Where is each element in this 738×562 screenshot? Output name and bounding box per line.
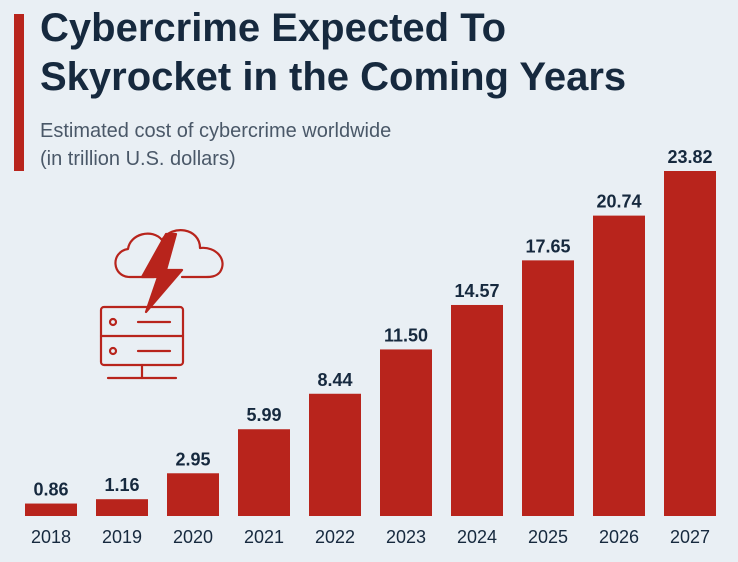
x-tick-label-2020: 2020	[173, 527, 213, 547]
bar-2019	[96, 499, 148, 516]
bar-2018	[25, 503, 77, 516]
bar-2027	[664, 171, 716, 516]
bar-2022	[309, 393, 361, 516]
chart-title-line-2: Skyrocket in the Coming Years	[40, 55, 627, 99]
data-label-2020: 2.95	[175, 449, 210, 469]
x-tick-label-2019: 2019	[102, 527, 142, 547]
bar-2021	[238, 429, 290, 516]
data-label-2027: 23.82	[667, 147, 712, 167]
data-label-2018: 0.86	[33, 480, 68, 500]
bar-2026	[593, 215, 645, 517]
bar-2025	[522, 260, 574, 516]
chart-title: Cybercrime Expected To Skyrocket in the …	[40, 4, 730, 102]
x-tick-label-2023: 2023	[386, 527, 426, 547]
x-tick-label-2021: 2021	[244, 527, 284, 547]
chart-subtitle: Estimated cost of cybercrime worldwide (…	[40, 117, 640, 173]
x-tick-label-2024: 2024	[457, 527, 497, 547]
chart-subtitle-line-1: Estimated cost of cybercrime worldwide	[40, 120, 392, 142]
bar-2023	[380, 349, 432, 516]
x-tick-label-2022: 2022	[315, 527, 355, 547]
bar-2020	[167, 473, 219, 516]
x-tick-label-2018: 2018	[31, 527, 71, 547]
data-label-2026: 20.74	[596, 192, 641, 212]
chart-subtitle-line-2: (in trillion U.S. dollars)	[40, 148, 236, 170]
cloud-server-lightning-icon	[96, 222, 236, 387]
x-tick-label-2027: 2027	[670, 527, 710, 547]
data-label-2023: 11.50	[384, 325, 428, 345]
data-label-2019: 1.16	[104, 475, 139, 495]
x-tick-label-2025: 2025	[528, 527, 568, 547]
data-label-2022: 8.44	[317, 370, 352, 390]
title-accent-bar	[14, 14, 24, 171]
data-label-2021: 5.99	[246, 405, 281, 425]
data-label-2025: 17.65	[525, 236, 570, 256]
data-label-2024: 14.57	[454, 281, 499, 301]
x-tick-label-2026: 2026	[599, 527, 639, 547]
bar-2024	[451, 304, 503, 516]
chart-title-line-1: Cybercrime Expected To	[40, 6, 507, 50]
